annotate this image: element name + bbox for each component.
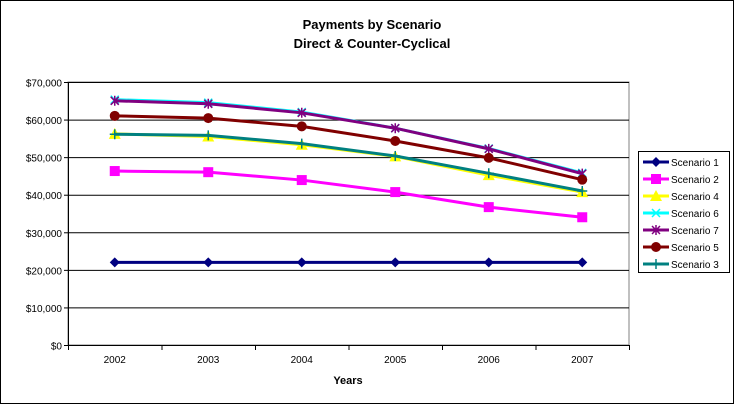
- data-point: [577, 212, 588, 223]
- legend-marker: [651, 242, 661, 252]
- y-tick-label: $0: [51, 342, 63, 353]
- data-point: [109, 110, 120, 121]
- data-point: [390, 151, 401, 162]
- data-point: [203, 98, 213, 109]
- data-point: [484, 143, 494, 154]
- series-scenario-7: [110, 95, 587, 179]
- legend-marker: [651, 259, 661, 269]
- data-point: [297, 107, 307, 118]
- data-point: [483, 168, 494, 179]
- data-point: [390, 135, 401, 146]
- x-tick-label: 2007: [571, 355, 594, 366]
- legend-item: Scenario 5: [643, 242, 719, 254]
- legend-label: Scenario 5: [671, 243, 719, 254]
- series-scenario-3: [109, 129, 588, 196]
- data-point: [203, 113, 214, 124]
- legend-label: Scenario 7: [671, 226, 719, 237]
- data-point: [483, 152, 494, 163]
- data-point: [390, 123, 400, 134]
- legend-marker: [651, 225, 661, 235]
- data-point: [390, 187, 401, 198]
- y-tick-label: $50,000: [26, 154, 63, 165]
- data-point: [296, 257, 307, 268]
- series-line: [114, 99, 583, 176]
- data-point: [296, 138, 307, 149]
- x-tick-label: 2005: [384, 355, 407, 366]
- data-point: [109, 166, 120, 177]
- data-point: [483, 202, 494, 213]
- series-line: [114, 114, 583, 182]
- x-tick-label: 2003: [197, 355, 220, 366]
- y-tick-label: $20,000: [26, 266, 63, 277]
- data-point: [109, 129, 120, 140]
- legend-label: Scenario 3: [671, 260, 719, 271]
- legend-item: Scenario 2: [643, 174, 719, 186]
- legend-label: Scenario 6: [671, 209, 719, 220]
- chart-title: Payments by Scenario: [303, 17, 442, 32]
- legend-item: Scenario 3: [643, 259, 719, 271]
- legend-item: Scenario 7: [643, 225, 719, 237]
- data-point: [577, 185, 588, 196]
- data-point: [203, 167, 214, 178]
- x-tick-label: 2004: [291, 355, 314, 366]
- series-scenario-2: [109, 166, 588, 223]
- data-point: [296, 121, 307, 132]
- data-point: [203, 130, 214, 141]
- data-point: [577, 257, 588, 268]
- legend-label: Scenario 4: [671, 192, 719, 203]
- series-line: [114, 169, 583, 219]
- y-tick-label: $70,000: [26, 79, 63, 90]
- x-axis-label: Years: [333, 375, 362, 387]
- y-tick-label: $60,000: [26, 116, 63, 127]
- series-scenario-5: [109, 110, 588, 185]
- data-point: [296, 175, 307, 186]
- legend-label: Scenario 2: [671, 175, 719, 186]
- series-scenario-1: [109, 257, 588, 268]
- legend-item: Scenario 4: [643, 190, 719, 203]
- data-point: [203, 257, 214, 268]
- legend: Scenario 1 Scenario 2 Scenario 4 Scenario 6…: [638, 151, 730, 273]
- legend-marker: [651, 157, 661, 167]
- chart-subtitle: Direct & Counter-Cyclical: [294, 36, 451, 51]
- legend-marker: [651, 208, 661, 218]
- legend-item: Scenario 6: [643, 208, 719, 220]
- data-point: [390, 257, 401, 268]
- data-point: [483, 257, 494, 268]
- legend-item: Scenario 1: [643, 157, 719, 169]
- y-tick-label: $10,000: [26, 304, 63, 315]
- data-point: [110, 95, 120, 106]
- legend-marker: [650, 190, 662, 201]
- x-tick-label: 2006: [478, 355, 501, 366]
- data-point: [577, 174, 588, 185]
- legend-marker: [651, 174, 661, 184]
- y-tick-label: $40,000: [26, 191, 63, 202]
- legend-label: Scenario 1: [671, 158, 719, 169]
- series-line: [114, 132, 583, 193]
- x-tick-label: 2002: [104, 355, 127, 366]
- y-tick-label: $30,000: [26, 229, 63, 240]
- data-point: [109, 257, 120, 268]
